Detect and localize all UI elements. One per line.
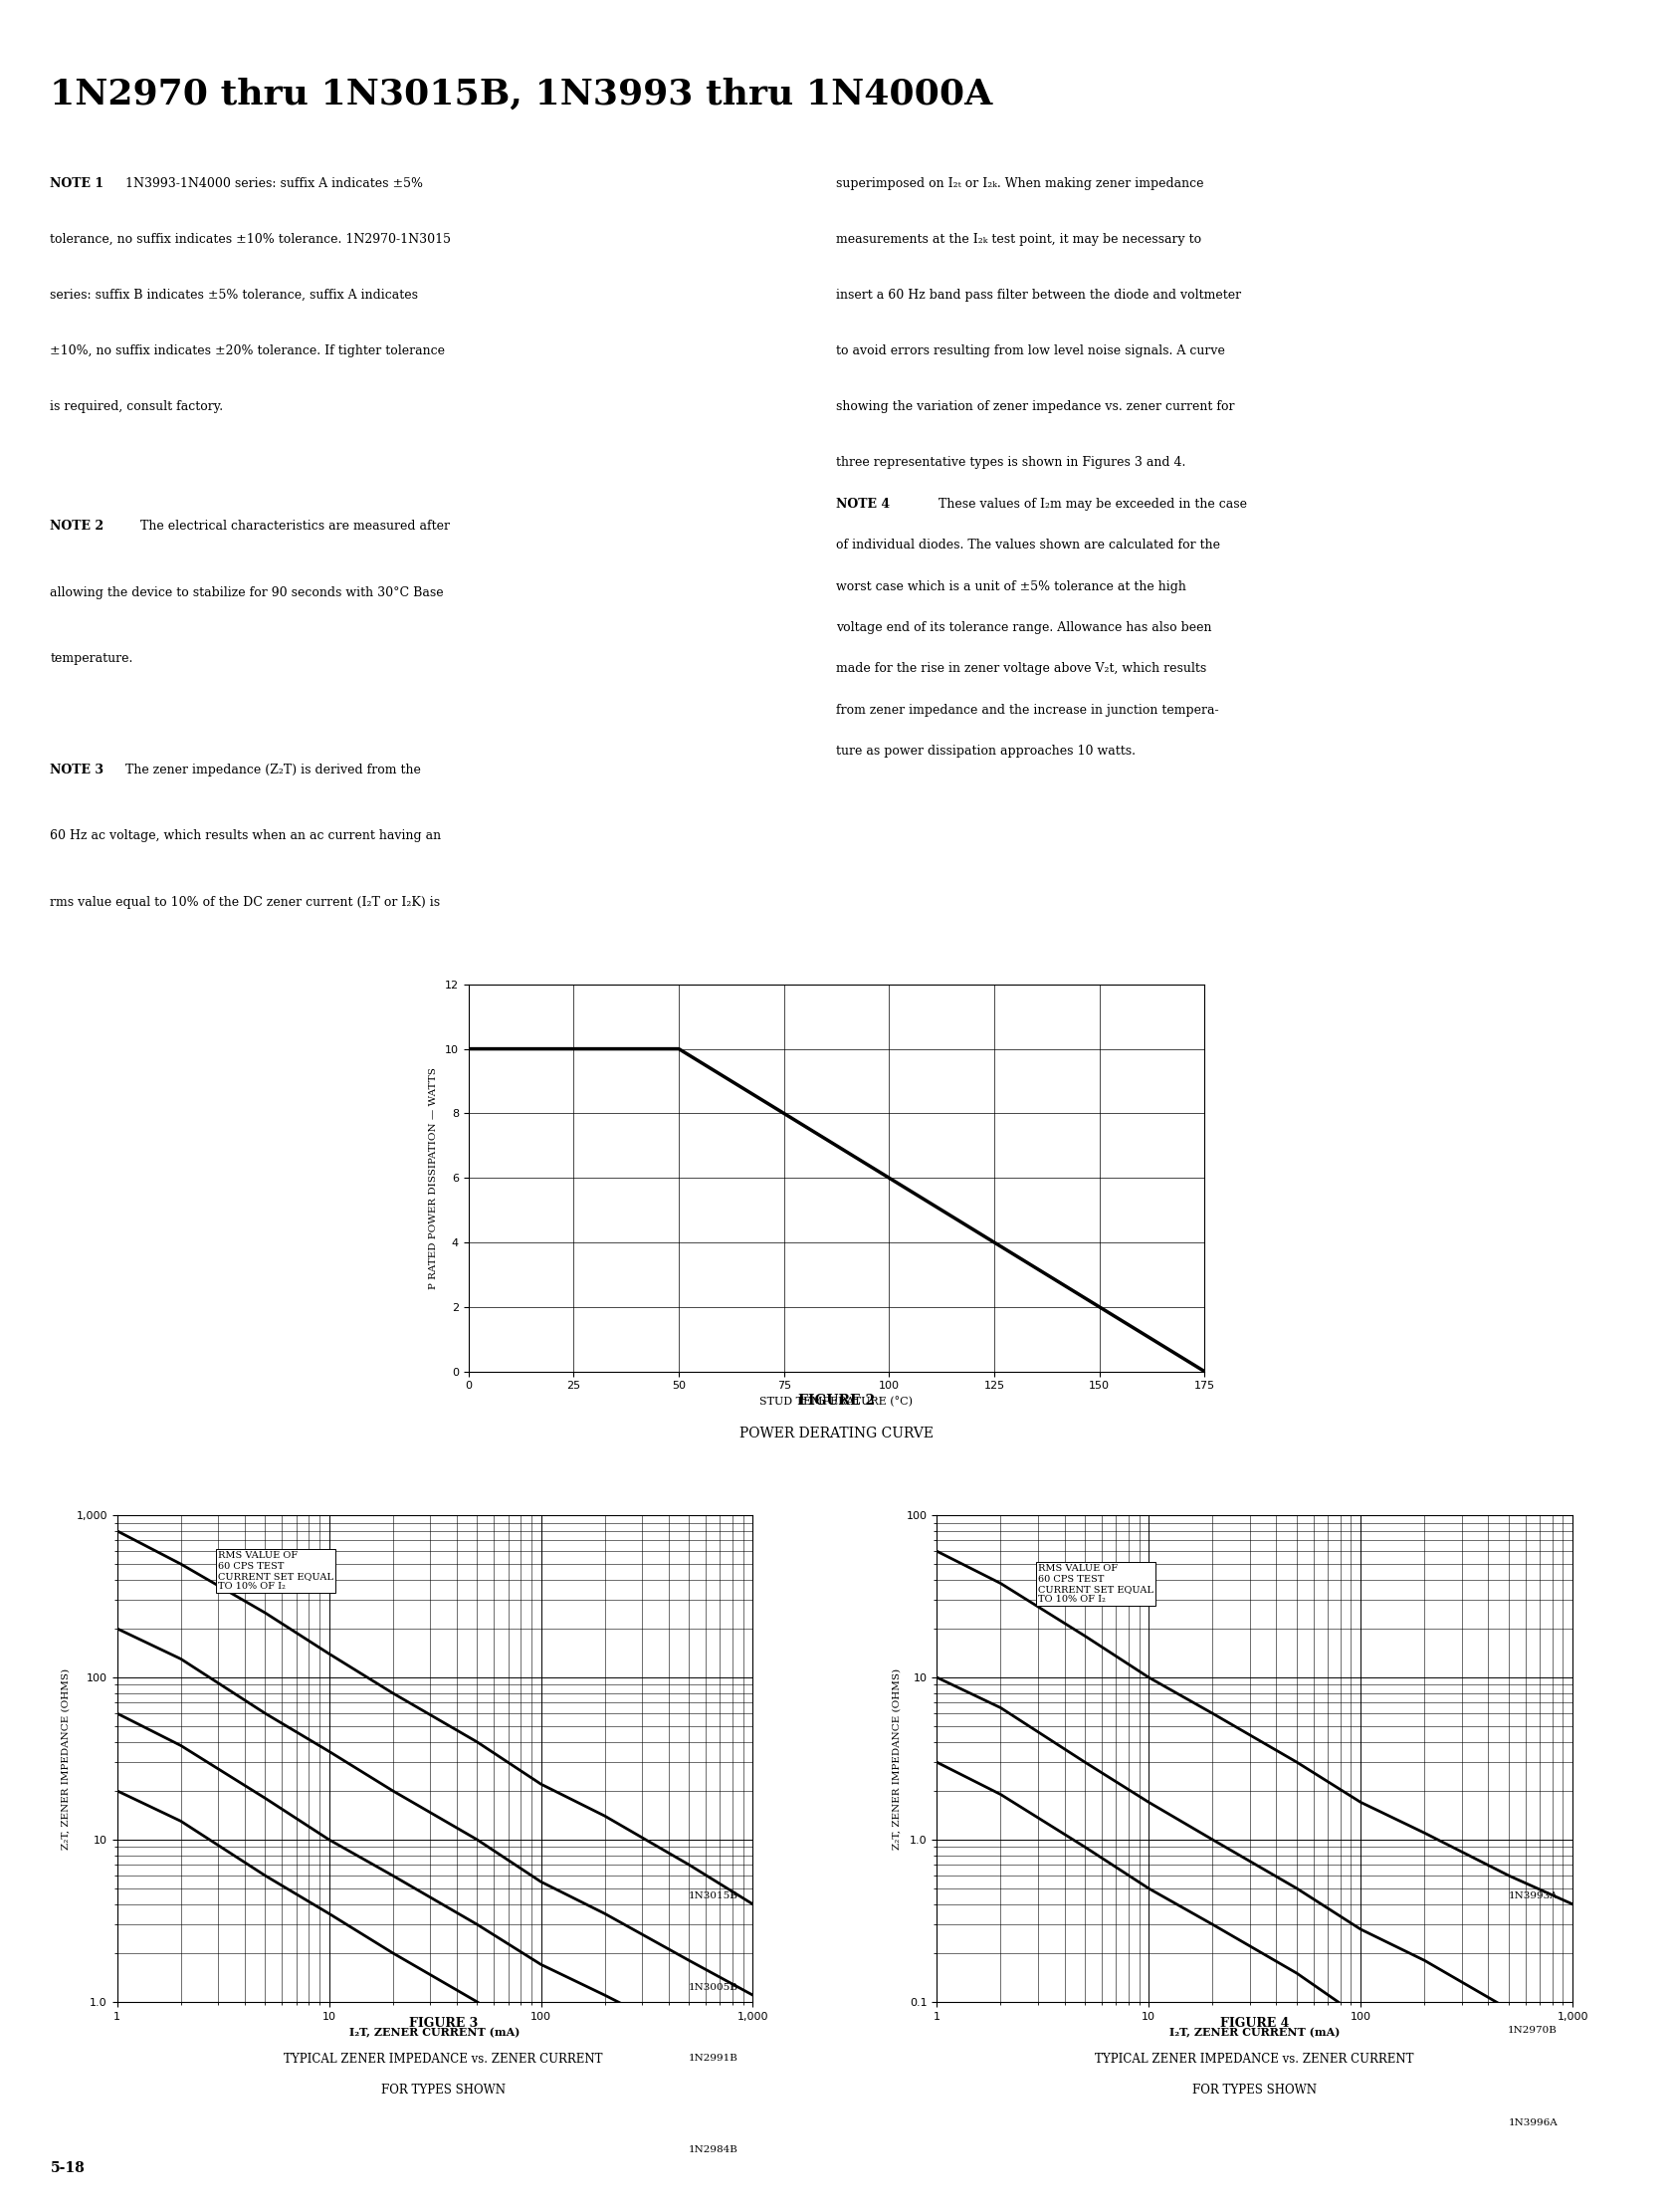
Text: superimposed on I₂ₜ or I₂ₖ. When making zener impedance: superimposed on I₂ₜ or I₂ₖ. When making …: [836, 177, 1204, 190]
Text: from zener impedance and the increase in junction tempera-: from zener impedance and the increase in…: [836, 703, 1219, 717]
Text: ture as power dissipation approaches 10 watts.: ture as power dissipation approaches 10 …: [836, 745, 1135, 757]
Text: 1N3993A: 1N3993A: [1506, 1891, 1557, 1900]
Text: FOR TYPES SHOWN: FOR TYPES SHOWN: [381, 2084, 505, 2097]
Text: NOTE 1: NOTE 1: [50, 177, 104, 190]
Text: FIGURE 4: FIGURE 4: [1219, 2017, 1289, 2031]
Text: allowing the device to stabilize for 90 seconds with 30°C Base: allowing the device to stabilize for 90 …: [50, 586, 443, 599]
Text: made for the rise in zener voltage above V₂t, which results: made for the rise in zener voltage above…: [836, 661, 1206, 675]
Text: NOTE 2: NOTE 2: [50, 520, 104, 533]
Text: worst case which is a unit of ±5% tolerance at the high: worst case which is a unit of ±5% tolera…: [836, 580, 1185, 593]
Text: The zener impedance (Z₂T) is derived from the: The zener impedance (Z₂T) is derived fro…: [117, 763, 420, 776]
Text: temperature.: temperature.: [50, 653, 134, 666]
Text: 60 Hz ac voltage, which results when an ac current having an: 60 Hz ac voltage, which results when an …: [50, 830, 441, 843]
X-axis label: STUD TEMPERATURE (°C): STUD TEMPERATURE (°C): [759, 1396, 913, 1407]
Text: POWER DERATING CURVE: POWER DERATING CURVE: [739, 1427, 933, 1440]
Text: RMS VALUE OF
60 CPS TEST
CURRENT SET EQUAL
TO 10% OF I₂: RMS VALUE OF 60 CPS TEST CURRENT SET EQU…: [217, 1551, 333, 1590]
Text: showing the variation of zener impedance vs. zener current for: showing the variation of zener impedance…: [836, 400, 1234, 414]
Y-axis label: Z₂T, ZENER IMPEDANCE (OHMS): Z₂T, ZENER IMPEDANCE (OHMS): [891, 1668, 900, 1849]
Text: tolerance, no suffix indicates ±10% tolerance. 1N2970-1N3015: tolerance, no suffix indicates ±10% tole…: [50, 232, 451, 246]
Text: 1N2991B: 1N2991B: [687, 2055, 737, 2064]
Text: The electrical characteristics are measured after: The electrical characteristics are measu…: [124, 520, 450, 533]
Text: measurements at the I₂ₖ test point, it may be necessary to: measurements at the I₂ₖ test point, it m…: [836, 232, 1200, 246]
Text: is required, consult factory.: is required, consult factory.: [50, 400, 224, 414]
Text: 1N2970 thru 1N3015B, 1N3993 thru 1N4000A: 1N2970 thru 1N3015B, 1N3993 thru 1N4000A: [50, 77, 993, 111]
Text: voltage end of its tolerance range. Allowance has also been: voltage end of its tolerance range. Allo…: [836, 622, 1212, 635]
Text: three representative types is shown in Figures 3 and 4.: three representative types is shown in F…: [836, 456, 1185, 469]
Text: 1N3005B: 1N3005B: [687, 1982, 737, 1991]
Text: RMS VALUE OF
60 CPS TEST
CURRENT SET EQUAL
TO 10% OF I₂: RMS VALUE OF 60 CPS TEST CURRENT SET EQU…: [1037, 1564, 1152, 1604]
Text: rms value equal to 10% of the DC zener current (I₂T or I₂K) is: rms value equal to 10% of the DC zener c…: [50, 896, 440, 909]
Text: TYPICAL ZENER IMPEDANCE vs. ZENER CURRENT: TYPICAL ZENER IMPEDANCE vs. ZENER CURREN…: [1095, 2053, 1413, 2066]
Y-axis label: P⁤ RATED POWER DISSIPATION — WATTS: P⁤ RATED POWER DISSIPATION — WATTS: [428, 1066, 438, 1290]
Text: ±10%, no suffix indicates ±20% tolerance. If tighter tolerance: ±10%, no suffix indicates ±20% tolerance…: [50, 345, 445, 356]
Text: of individual diodes. The values shown are calculated for the: of individual diodes. The values shown a…: [836, 540, 1221, 551]
Text: to avoid errors resulting from low level noise signals. A curve: to avoid errors resulting from low level…: [836, 345, 1226, 356]
Text: 1N2984B: 1N2984B: [687, 2146, 737, 2154]
Text: series: suffix B indicates ±5% tolerance, suffix A indicates: series: suffix B indicates ±5% tolerance…: [50, 288, 418, 301]
Text: 1N3015B: 1N3015B: [687, 1891, 737, 1900]
Text: NOTE 4: NOTE 4: [836, 498, 890, 511]
Text: 5-18: 5-18: [50, 2161, 85, 2174]
Text: 1N2970B: 1N2970B: [1506, 2026, 1557, 2035]
Text: TYPICAL ZENER IMPEDANCE vs. ZENER CURRENT: TYPICAL ZENER IMPEDANCE vs. ZENER CURREN…: [284, 2053, 602, 2066]
Text: insert a 60 Hz band pass filter between the diode and voltmeter: insert a 60 Hz band pass filter between …: [836, 288, 1241, 301]
Y-axis label: Z₂T, ZENER IMPEDANCE (OHMS): Z₂T, ZENER IMPEDANCE (OHMS): [62, 1668, 70, 1849]
X-axis label: I₂T, ZENER CURRENT (mA): I₂T, ZENER CURRENT (mA): [1169, 2026, 1339, 2037]
Text: FIGURE 2: FIGURE 2: [798, 1394, 874, 1407]
Text: NOTE 3: NOTE 3: [50, 763, 104, 776]
X-axis label: I₂T, ZENER CURRENT (mA): I₂T, ZENER CURRENT (mA): [349, 2026, 520, 2037]
Text: FIGURE 3: FIGURE 3: [408, 2017, 478, 2031]
Text: 1N3993-1N4000 series: suffix A indicates ±5%: 1N3993-1N4000 series: suffix A indicates…: [110, 177, 423, 190]
Text: FOR TYPES SHOWN: FOR TYPES SHOWN: [1192, 2084, 1316, 2097]
Text: 1N3996A: 1N3996A: [1506, 2119, 1557, 2128]
Text: These values of I₂m may be exceeded in the case: These values of I₂m may be exceeded in t…: [923, 498, 1247, 511]
